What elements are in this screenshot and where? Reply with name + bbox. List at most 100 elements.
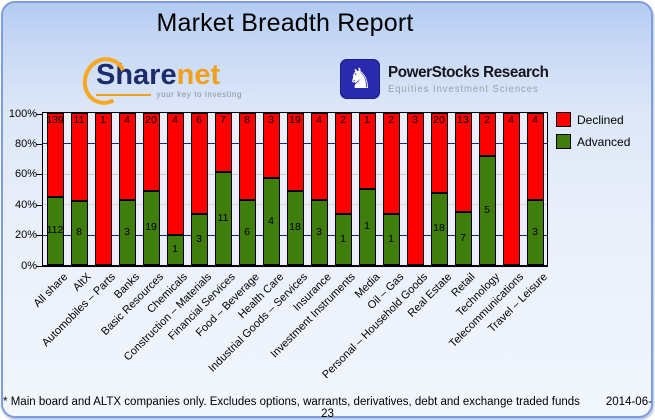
declined-value-label: 4: [508, 114, 514, 126]
bar-advanced-segment: 1: [358, 189, 376, 265]
advanced-value-label: 1: [340, 232, 346, 245]
powerstocks-name: PowerStocks Research: [388, 63, 549, 81]
advanced-value-label: 3: [532, 225, 538, 238]
declined-swatch: [556, 112, 571, 127]
sharenet-tagline: your key to investing: [156, 90, 242, 99]
legend-label-advanced: Advanced: [577, 134, 631, 149]
advanced-value-label: 19: [145, 221, 157, 233]
bar-advanced-segment: 3: [118, 200, 136, 265]
bar-advanced-segment: 1: [382, 214, 400, 265]
bar-advanced-segment: 8: [70, 201, 88, 265]
y-axis-label: 0%: [21, 259, 37, 272]
powerstocks-subtitle: Equities Investment Sciences: [388, 83, 539, 95]
advanced-value-label: 18: [433, 222, 445, 234]
bar-declined-segment: 2: [334, 113, 352, 214]
y-axis-label: 60%: [14, 168, 37, 181]
legend-item-declined: Declined: [556, 112, 630, 127]
sharenet-tagline-rule: [96, 93, 152, 96]
footer-note: * Main board and ALTX companies only. Ex…: [3, 396, 580, 408]
declined-value-label: 11: [73, 114, 85, 126]
declined-value-label: 19: [289, 114, 301, 126]
sharenet-wordmark: Sharenet: [96, 60, 246, 90]
bar-declined-segment: 20: [430, 113, 448, 193]
bar-declined-segment: 4: [526, 113, 544, 200]
declined-value-label: 2: [340, 114, 346, 126]
declined-value-label: 2: [388, 114, 394, 126]
advanced-swatch: [556, 134, 571, 149]
advanced-value-label: 1: [364, 220, 370, 232]
y-axis-label: 80%: [14, 137, 37, 150]
bar-advanced-segment: 18: [286, 191, 304, 265]
bar-advanced-segment: 1: [166, 235, 184, 265]
y-axis-label: 20%: [14, 229, 37, 242]
declined-value-label: 4: [172, 114, 178, 126]
bar-advanced-segment: 11: [214, 172, 232, 265]
advanced-value-label: 11: [217, 211, 229, 224]
bar-declined-segment: 20: [142, 113, 160, 191]
declined-value-label: 4: [316, 114, 322, 126]
y-axis-label: 100%: [8, 107, 37, 120]
bar-declined-segment: 139: [46, 113, 64, 197]
bar-advanced-segment: 4: [262, 178, 280, 265]
advanced-value-label: 6: [244, 225, 250, 238]
sharenet-word-share: Share: [96, 59, 177, 91]
bar-declined-segment: 1: [358, 113, 376, 189]
declined-value-label: 6: [196, 114, 202, 126]
declined-value-label: 8: [244, 114, 250, 126]
bar-advanced-segment: 7: [454, 212, 472, 265]
bar-declined-segment: 2: [382, 113, 400, 214]
declined-value-label: 4: [532, 114, 538, 126]
bar-advanced-segment: 3: [310, 200, 328, 265]
declined-value-label: 7: [220, 114, 226, 126]
legend-item-advanced: Advanced: [556, 134, 630, 149]
bar-declined-segment: 1: [94, 113, 112, 265]
bar-declined-segment: 6: [190, 113, 208, 214]
bar-declined-segment: 4: [502, 113, 520, 265]
legend-label-declined: Declined: [577, 112, 624, 127]
bar-declined-segment: 19: [286, 113, 304, 191]
bar-declined-segment: 3: [262, 113, 280, 178]
declined-value-label: 3: [268, 114, 274, 126]
y-axis-label: 40%: [14, 198, 37, 211]
bar-declined-segment: 11: [70, 113, 88, 201]
declined-value-label: 3: [412, 114, 418, 126]
advanced-value-label: 112: [46, 224, 64, 236]
bar-declined-segment: 4: [310, 113, 328, 200]
advanced-value-label: 18: [289, 221, 301, 233]
bar-advanced-segment: 3: [190, 214, 208, 265]
advanced-value-label: 7: [460, 231, 466, 244]
y-axis-tick: [36, 204, 42, 206]
y-axis-tick: [36, 113, 42, 115]
declined-value-label: 4: [124, 114, 130, 126]
declined-value-label: 1: [364, 114, 370, 126]
bar-declined-segment: 4: [166, 113, 184, 235]
chess-knight-icon: ♞: [340, 59, 380, 99]
declined-value-label: 13: [457, 114, 469, 126]
bar-declined-segment: 8: [238, 113, 256, 200]
advanced-value-label: 3: [316, 225, 322, 238]
bar-declined-segment: 4: [118, 113, 136, 200]
powerstocks-logo: ♞ PowerStocks Research Equities Investme…: [340, 59, 557, 99]
declined-value-label: 139: [46, 114, 64, 126]
advanced-value-label: 3: [124, 225, 130, 238]
advanced-value-label: 1: [388, 232, 394, 245]
bar-declined-segment: 13: [454, 113, 472, 212]
footer-note-bar: * Main board and ALTX companies only. Ex…: [0, 396, 655, 420]
declined-value-label: 20: [145, 114, 157, 126]
declined-value-label: 2: [484, 114, 490, 126]
y-axis-tick: [36, 235, 42, 237]
sharenet-logo: Sharenet your key to investing: [76, 51, 246, 111]
declined-value-label: 20: [433, 114, 445, 126]
bar-advanced-segment: 112: [46, 197, 64, 265]
bar-advanced-segment: 5: [478, 156, 496, 265]
advanced-value-label: 4: [268, 214, 274, 227]
report-date: 2014-06-23: [321, 396, 652, 420]
y-axis-tick: [36, 143, 42, 145]
bar-declined-segment: 2: [478, 113, 496, 156]
chart-legend: Declined Advanced: [556, 112, 630, 156]
bar-advanced-segment: 6: [238, 200, 256, 265]
bar-declined-segment: 7: [214, 113, 232, 172]
bar-advanced-segment: 19: [142, 191, 160, 265]
bar-advanced-segment: 18: [430, 193, 448, 265]
